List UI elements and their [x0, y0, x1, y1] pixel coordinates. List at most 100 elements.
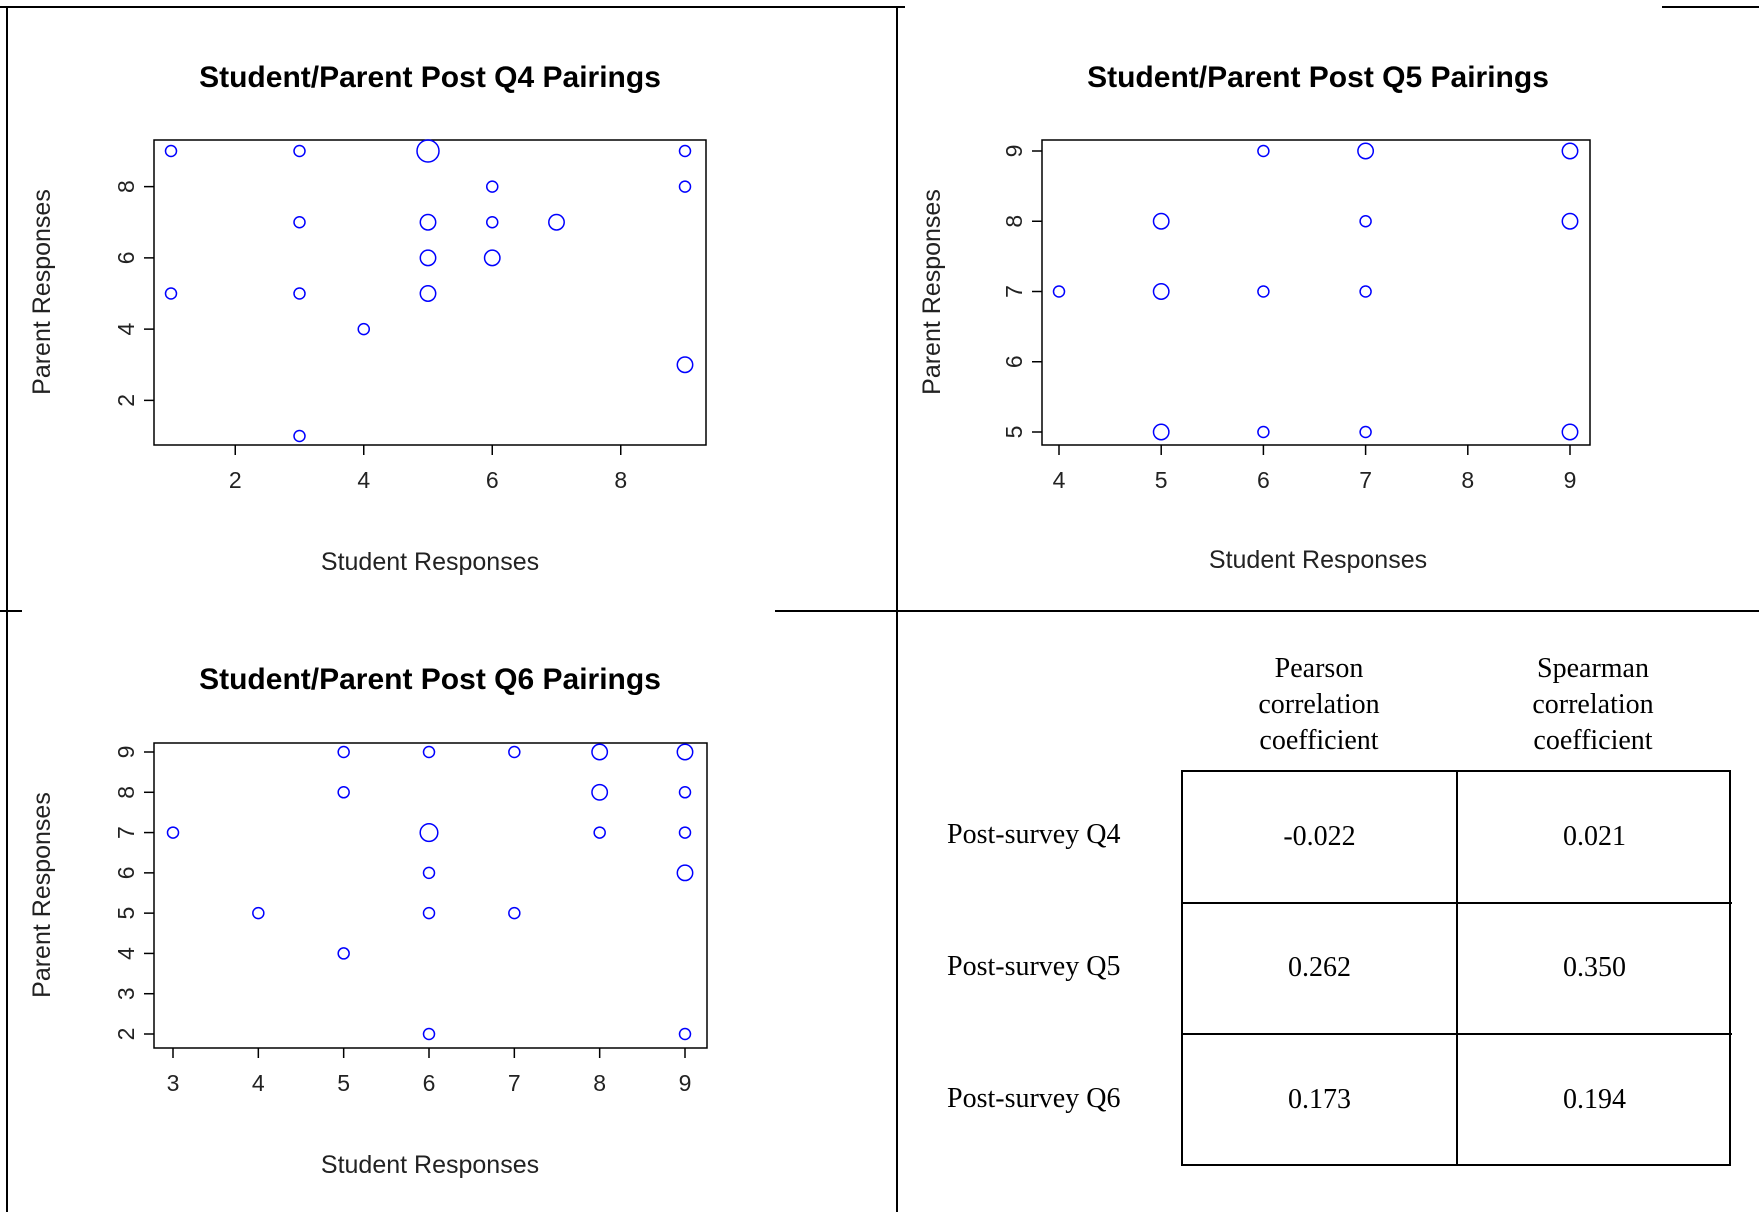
- data-point: [486, 216, 499, 229]
- data-point: [337, 745, 350, 759]
- data-point: [1561, 212, 1579, 230]
- x-tick-label: 9: [1564, 467, 1577, 493]
- x-tick-label: 6: [486, 467, 499, 493]
- data-point: [419, 213, 437, 231]
- x-tick-label: 5: [337, 1070, 350, 1096]
- y-tick-label: 8: [113, 786, 139, 799]
- data-point: [419, 823, 439, 843]
- frame-left: [6, 6, 8, 1212]
- x-tick-label: 4: [357, 467, 370, 493]
- data-point: [1257, 425, 1270, 439]
- y-ticks-q6: 2 3 4 5 6 7 8 9: [113, 746, 154, 1041]
- row-label-q5: Post-survey Q5: [947, 951, 1121, 982]
- data-point: [422, 1027, 436, 1041]
- y-tick-label: 2: [113, 394, 139, 407]
- x-tick-label: 3: [167, 1070, 180, 1096]
- x-tick-label: 8: [1461, 467, 1474, 493]
- data-point: [1257, 144, 1270, 158]
- column-header-line: Spearman: [1537, 653, 1649, 684]
- x-ticks-q4: 2 4 6 8: [229, 445, 627, 493]
- y-tick-label: 3: [113, 987, 139, 1000]
- data-point: [1359, 285, 1372, 298]
- y-tick-label: 4: [113, 323, 139, 336]
- y-tick-label: 2: [113, 1028, 139, 1041]
- x-axis-label-q4: Student Responses: [321, 548, 539, 576]
- frame-top-right: [775, 6, 905, 8]
- data-point: [1359, 215, 1372, 228]
- data-point: [1357, 142, 1375, 160]
- data-point: [678, 144, 692, 158]
- y-axis-label-q4: Parent Responses: [28, 189, 56, 395]
- x-tick-label: 7: [508, 1070, 521, 1096]
- x-tick-label: 8: [593, 1070, 606, 1096]
- data-point: [678, 180, 692, 193]
- data-point: [422, 906, 436, 920]
- x-tick-label: 6: [423, 1070, 436, 1096]
- frame-top-far: [1662, 6, 1759, 8]
- data-point: [676, 356, 694, 374]
- data-point: [164, 287, 178, 300]
- x-ticks-q5: 4 5 6 7 8 9: [1053, 445, 1577, 493]
- cell-pearson-q6: 0.173: [1183, 1034, 1458, 1166]
- y-tick-label: 8: [1001, 215, 1027, 228]
- y-ticks-q5: 5 6 7 8 9: [1001, 145, 1042, 439]
- data-point: [1052, 285, 1066, 298]
- data-point: [678, 786, 692, 799]
- cell-pearson-q5: 0.262: [1183, 903, 1458, 1035]
- chart-title-q5: Student/Parent Post Q5 Pairings: [1087, 61, 1549, 94]
- points-q5: [1052, 142, 1579, 441]
- plot-frame-q6: [153, 742, 708, 1049]
- column-header-pearson: Pearson correlation coefficient: [1181, 651, 1457, 759]
- plot-frame-q4: [153, 139, 707, 446]
- frame-top-left: [0, 6, 775, 8]
- data-point: [337, 786, 350, 799]
- points-q4: [164, 139, 694, 443]
- scatter-chart-q4: Student/Parent Post Q4 Pairings 2 4 6 8 2 4 6…: [28, 61, 707, 576]
- data-point: [483, 249, 501, 267]
- data-point: [1257, 285, 1270, 298]
- data-point: [357, 322, 370, 336]
- plot-frame-q5: [1041, 139, 1591, 446]
- cell-pearson-q4: -0.022: [1183, 772, 1458, 904]
- data-point: [676, 864, 694, 882]
- x-tick-label: 4: [252, 1070, 265, 1096]
- y-tick-label: 7: [113, 826, 139, 839]
- frame-middle: [896, 6, 898, 1212]
- x-ticks-q6: 3 4 5 6 7 8 9: [167, 1048, 691, 1096]
- data-point: [678, 1027, 692, 1041]
- x-axis-label-q6: Student Responses: [321, 1151, 539, 1179]
- column-header-line: correlation: [1258, 689, 1380, 720]
- frame-divider-left: [0, 610, 22, 612]
- data-point: [416, 139, 440, 163]
- data-point: [593, 826, 606, 839]
- correlation-table: Pearson correlation coefficient Spearman…: [897, 611, 1759, 1212]
- row-label-q4: Post-survey Q4: [947, 819, 1121, 850]
- points-q6: [166, 743, 694, 1041]
- data-point: [1152, 423, 1170, 441]
- scatter-chart-q5: Student/Parent Post Q5 Pairings 4 5 6 7 8 9 5…: [918, 61, 1591, 574]
- column-header-line: coefficient: [1259, 725, 1379, 756]
- data-point: [422, 866, 436, 880]
- x-tick-label: 5: [1155, 467, 1168, 493]
- column-header-line: Pearson: [1274, 653, 1364, 684]
- data-point: [676, 743, 694, 761]
- data-point: [1152, 212, 1170, 230]
- y-tick-label: 9: [1001, 145, 1027, 158]
- y-tick-label: 5: [113, 907, 139, 920]
- cell-spearman-q5: 0.350: [1457, 903, 1732, 1035]
- data-point: [293, 429, 306, 443]
- data-point: [337, 947, 350, 960]
- x-tick-label: 7: [1359, 467, 1372, 493]
- y-tick-label: 4: [113, 947, 139, 960]
- data-point: [293, 216, 306, 229]
- chart-title-q4: Student/Parent Post Q4 Pairings: [199, 61, 661, 94]
- data-point: [508, 906, 521, 920]
- data-point: [486, 180, 499, 193]
- y-tick-label: 5: [1001, 426, 1027, 439]
- y-axis-label-q6: Parent Responses: [28, 792, 56, 998]
- data-point: [548, 213, 565, 231]
- y-tick-label: 8: [113, 180, 139, 193]
- frame-divider-mid: [775, 610, 897, 612]
- data-point: [422, 745, 436, 759]
